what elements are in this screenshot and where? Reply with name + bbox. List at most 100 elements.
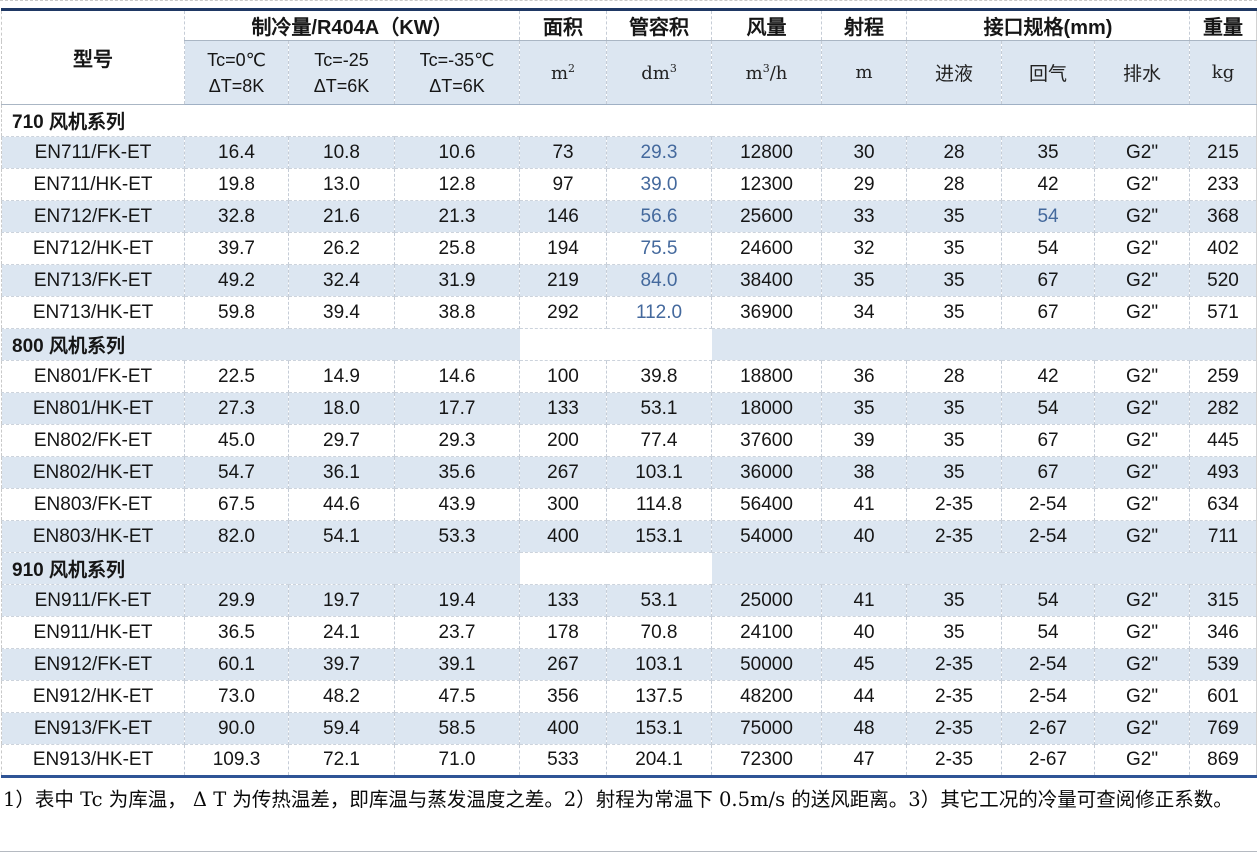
value-cell: 32.8: [184, 200, 289, 233]
table-row: EN912/HK-ET 73.0 48.2 47.5 356 137.5 48200 44 2-…: [1, 680, 1257, 713]
value-cell: 711: [1189, 520, 1257, 553]
value-cell: 400: [519, 712, 608, 745]
value-cell: 40: [821, 520, 908, 553]
value-cell: 2-35: [906, 680, 1003, 713]
model-cell: EN801/HK-ET: [1, 392, 185, 425]
value-cell: 17.7: [394, 392, 521, 425]
section-filler-cell: [711, 552, 822, 585]
value-cell: 28: [906, 168, 1003, 201]
section-header-row: 710 风机系列: [1, 104, 1257, 137]
section-filler-cell: [606, 552, 712, 585]
value-cell: 36: [821, 360, 908, 393]
model-cell: EN712/FK-ET: [1, 200, 185, 233]
value-cell: 18000: [711, 392, 823, 425]
value-cell: 493: [1189, 456, 1257, 489]
subheader-liquid-inlet: 进液: [906, 40, 1003, 105]
value-cell: G2": [1094, 712, 1191, 745]
unit-area: m2: [519, 40, 608, 105]
value-cell: 54: [1001, 392, 1096, 425]
value-cell: 520: [1189, 264, 1257, 297]
value-cell: G2": [1094, 616, 1191, 649]
table-row: EN803/HK-ET 82.0 54.1 53.3 400 153.1 54000 40 2-…: [1, 520, 1257, 553]
table-body: 710 风机系列 EN711/FK-ET 16.4 10.8 10.6 73 29.3 128…: [1, 104, 1257, 778]
table-row: EN801/FK-ET 22.5 14.9 14.6 100 39.8 18800 36 28 4…: [1, 360, 1257, 393]
value-cell: 14.9: [288, 360, 395, 393]
value-cell: 70.8: [606, 616, 713, 649]
value-cell: 44.6: [288, 488, 395, 521]
value-cell: 54.1: [288, 520, 395, 553]
value-cell: G2": [1094, 424, 1191, 457]
value-cell: 25000: [711, 584, 823, 617]
value-cell: 28: [906, 360, 1003, 393]
value-cell: 34: [821, 296, 908, 329]
value-cell: 67.5: [184, 488, 289, 521]
value-cell: 100: [519, 360, 608, 393]
value-cell: 769: [1189, 712, 1257, 745]
value-cell: 35: [906, 456, 1003, 489]
value-cell: 18.0: [288, 392, 395, 425]
table-row: EN913/HK-ET 109.3 72.1 71.0 533 204.1 72300 47 2…: [1, 744, 1257, 778]
value-cell: 178: [519, 616, 608, 649]
table-row: EN802/HK-ET 54.7 36.1 35.6 267 103.1 36000 38 35…: [1, 456, 1257, 489]
section-filler-cell: [519, 328, 607, 361]
header-row-groups: 型号 制冷量/R404A（KW） 面积 管容积 风量 射程 接口规格(mm) 重…: [1, 9, 1257, 105]
unit-tube-volume: dm3: [606, 40, 713, 105]
value-cell: 2-54: [1001, 520, 1096, 553]
value-cell: 56.6: [606, 200, 713, 233]
value-cell: 39.4: [288, 296, 395, 329]
subheader-gas-return: 回气: [1001, 40, 1096, 105]
value-cell: 36000: [711, 456, 823, 489]
value-cell: 39.7: [184, 232, 289, 265]
value-cell: G2": [1094, 648, 1191, 681]
value-cell: 25600: [711, 200, 823, 233]
value-cell: 73.0: [184, 680, 289, 713]
value-cell: 2-35: [906, 648, 1003, 681]
value-cell: 43.9: [394, 488, 521, 521]
value-cell: 42: [1001, 360, 1096, 393]
section-filler-cell: [519, 104, 607, 137]
value-cell: 38400: [711, 264, 823, 297]
section-filler-cell: [906, 552, 1002, 585]
value-cell: 29.3: [394, 424, 521, 457]
value-cell: 35: [906, 232, 1003, 265]
value-cell: 50000: [711, 648, 823, 681]
value-cell: 38.8: [394, 296, 521, 329]
unit-air-flow: m3/h: [711, 40, 823, 105]
table-row: EN711/FK-ET 16.4 10.8 10.6 73 29.3 12800 30 28 35…: [1, 136, 1257, 169]
value-cell: 21.6: [288, 200, 395, 233]
subheader-tc-35: Tc=-35℃ ΔT=6K: [394, 40, 521, 105]
section-filler-cell: [1001, 104, 1095, 137]
value-cell: 215: [1189, 136, 1257, 169]
value-cell: 47: [821, 744, 908, 778]
header-row-units: Tc=0℃ ΔT=8K Tc=-25 ΔT=6K Tc=-35℃ ΔT=6K m…: [2, 40, 1257, 105]
value-cell: 38: [821, 456, 908, 489]
table-row: EN802/FK-ET 45.0 29.7 29.3 200 77.4 37600 39 35 6…: [1, 424, 1257, 457]
value-cell: 39.8: [606, 360, 713, 393]
value-cell: 16.4: [184, 136, 289, 169]
value-cell: 259: [1189, 360, 1257, 393]
value-cell: 84.0: [606, 264, 713, 297]
value-cell: 24600: [711, 232, 823, 265]
unit-weight: kg: [1189, 40, 1257, 105]
section-filler-cell: [711, 328, 822, 361]
model-cell: EN803/FK-ET: [1, 488, 185, 521]
model-cell: EN913/HK-ET: [1, 744, 185, 778]
value-cell: 2-54: [1001, 488, 1096, 521]
value-cell: 2-54: [1001, 680, 1096, 713]
model-cell: EN801/FK-ET: [1, 360, 185, 393]
value-cell: 54: [1001, 200, 1096, 233]
value-cell: 21.3: [394, 200, 521, 233]
value-cell: 12.8: [394, 168, 521, 201]
value-cell: 109.3: [184, 744, 289, 778]
model-cell: EN803/HK-ET: [1, 520, 185, 553]
value-cell: 30: [821, 136, 908, 169]
footnote: 1）表中 Tc 为库温， Δ T 为传热温差，即库温与蒸发温度之差。2）射程为常…: [3, 788, 1233, 811]
value-cell: 2-54: [1001, 648, 1096, 681]
value-cell: 267: [519, 456, 608, 489]
value-cell: 10.8: [288, 136, 395, 169]
value-cell: 103.1: [606, 648, 713, 681]
value-cell: 41: [821, 584, 908, 617]
value-cell: 54000: [711, 520, 823, 553]
value-cell: 282: [1189, 392, 1257, 425]
value-cell: 28: [906, 136, 1003, 169]
